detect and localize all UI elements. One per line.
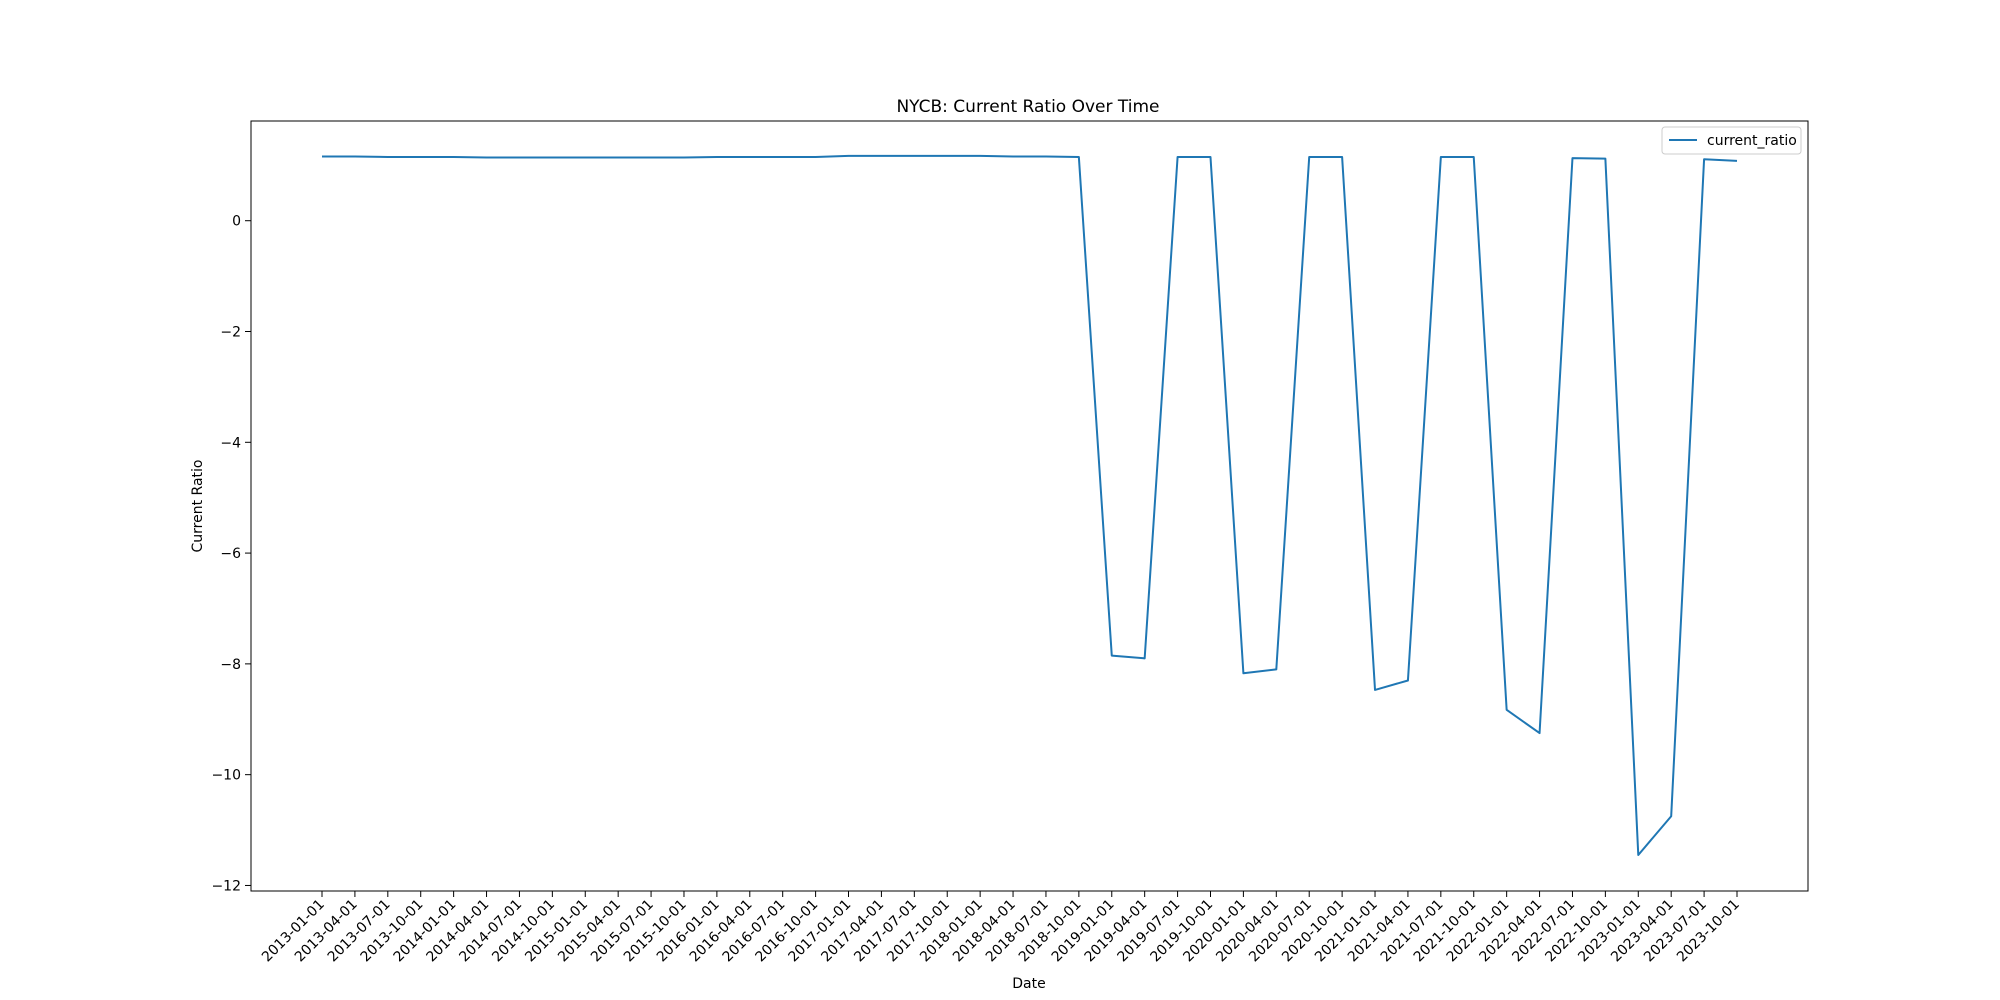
plot-frame xyxy=(250,120,1809,892)
series-line-current-ratio xyxy=(322,154,1738,856)
y-tick-label: 0 xyxy=(232,214,241,230)
chart-title: NYCB: Current Ratio Over Time xyxy=(896,97,1159,117)
y-tick-label: −6 xyxy=(220,546,241,562)
legend: current_ratio xyxy=(1661,126,1802,155)
legend-frame xyxy=(1661,126,1802,155)
y-axis-label: Current Ratio xyxy=(190,460,206,553)
x-axis-label: Date xyxy=(1012,976,1045,992)
y-tick-label: −2 xyxy=(220,325,241,341)
y-tick-label: −4 xyxy=(220,435,241,451)
y-tick-label: −10 xyxy=(211,768,241,784)
y-tick-label: −8 xyxy=(220,657,241,673)
legend-entry-current-ratio: current_ratio xyxy=(1707,133,1797,149)
y-tick-label: −12 xyxy=(211,878,241,894)
